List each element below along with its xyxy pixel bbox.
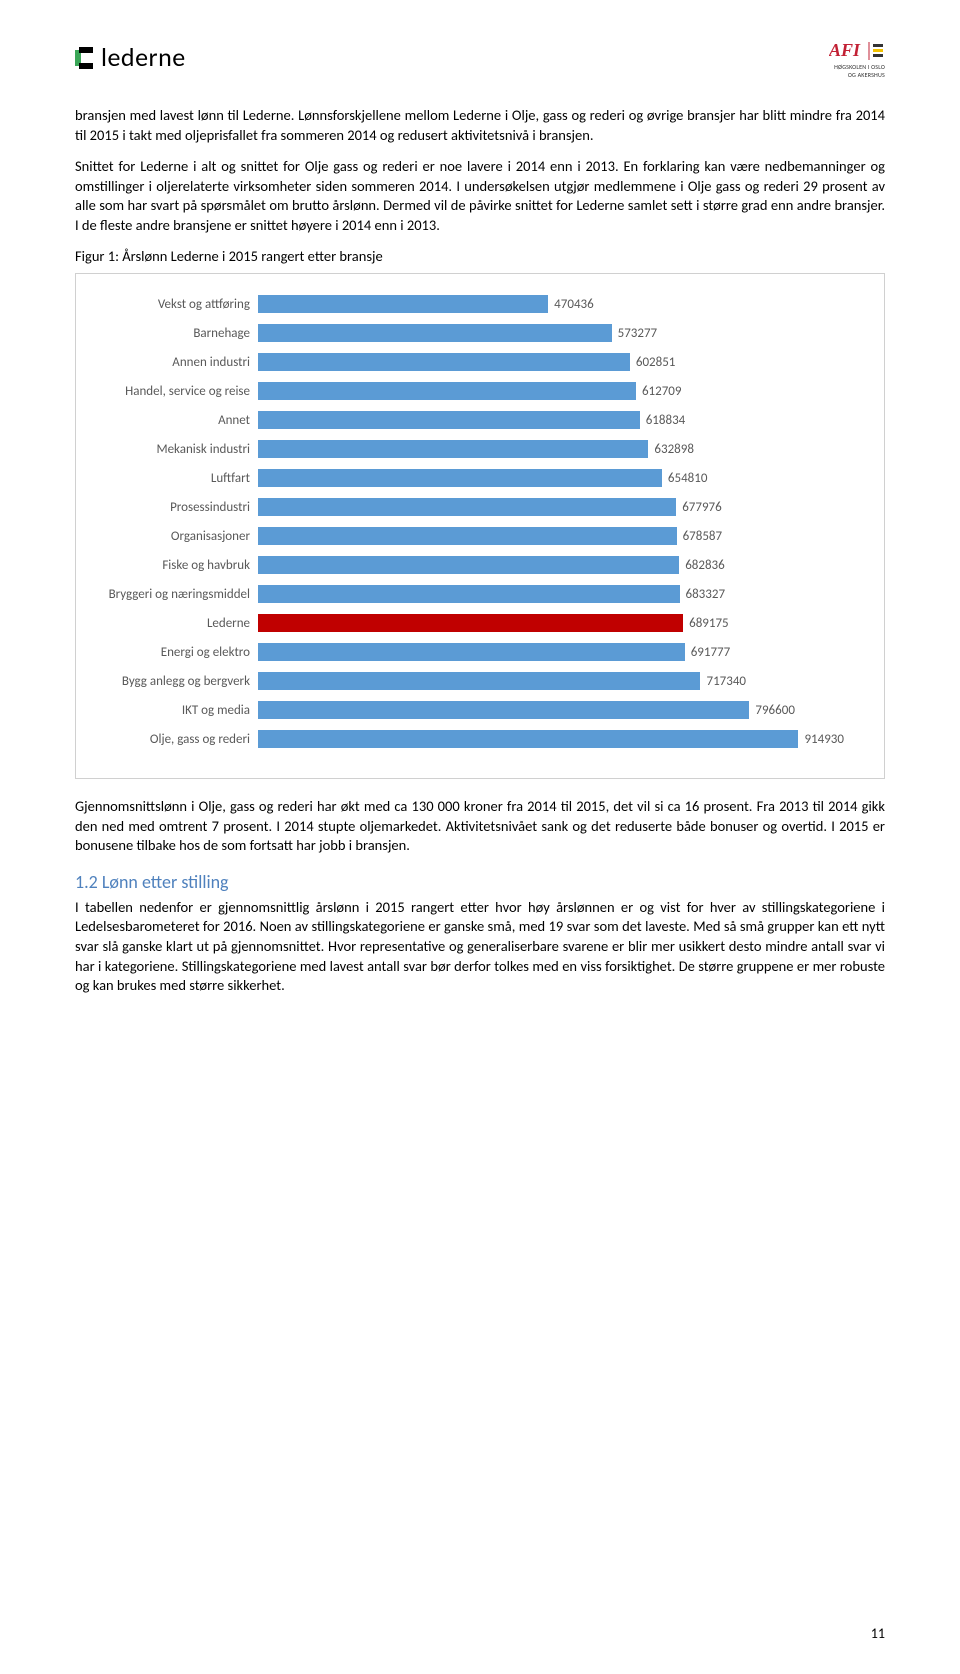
- salary-bar-chart: Vekst og attføring 470436 Barnehage 573277 A…: [75, 273, 885, 779]
- chart-row-label: Bryggeri og næringsmiddel: [88, 586, 258, 604]
- chart-bar-area: 470436: [258, 295, 844, 313]
- chart-bar: [258, 730, 798, 748]
- chart-row-label: Luftfart: [88, 470, 258, 488]
- chart-row-label: Bygg anlegg og bergverk: [88, 673, 258, 691]
- chart-row: Luftfart 654810: [88, 464, 844, 493]
- chart-row-label: Energi og elektro: [88, 644, 258, 662]
- chart-row: Annen industri 602851: [88, 348, 844, 377]
- chart-row-label: Barnehage: [88, 325, 258, 343]
- chart-row-label: Prosessindustri: [88, 499, 258, 517]
- chart-bar: [258, 643, 685, 661]
- chart-row-value: 632898: [648, 441, 694, 459]
- chart-row-label: Mekanisk industri: [88, 441, 258, 459]
- chart-bar-area: 654810: [258, 469, 844, 487]
- afi-logo-sub2: OG AKERSHUS: [829, 72, 885, 78]
- chart-bar: [258, 556, 679, 574]
- chart-row-value: 654810: [662, 470, 708, 488]
- chart-row-label: Handel, service og reise: [88, 383, 258, 401]
- chart-row: IKT og media 796600: [88, 696, 844, 725]
- chart-row: Lederne 689175: [88, 609, 844, 638]
- chart-row: Handel, service og reise 612709: [88, 377, 844, 406]
- chart-bar: [258, 585, 680, 603]
- lederne-logo: lederne: [75, 40, 186, 75]
- chart-bar-area: 618834: [258, 411, 844, 429]
- chart-row-label: Organisasjoner: [88, 528, 258, 546]
- chart-bar-area: 717340: [258, 672, 844, 690]
- chart-bar-area: 914930: [258, 730, 844, 748]
- chart-row-label: Fiske og havbruk: [88, 557, 258, 575]
- chart-bar: [258, 701, 749, 719]
- paragraph-1: bransjen med lavest lønn til Lederne. Lø…: [75, 106, 885, 145]
- chart-bar-area: 683327: [258, 585, 844, 603]
- paragraph-4: I tabellen nedenfor er gjennomsnittlig å…: [75, 898, 885, 996]
- chart-row: Vekst og attføring 470436: [88, 290, 844, 319]
- chart-bar-area: 612709: [258, 382, 844, 400]
- lederne-logo-text: lederne: [101, 40, 186, 75]
- chart-row-value: 682836: [679, 557, 725, 575]
- chart-row: Bryggeri og næringsmiddel 683327: [88, 580, 844, 609]
- chart-row: Barnehage 573277: [88, 319, 844, 348]
- chart-bar-area: 691777: [258, 643, 844, 661]
- chart-row: Annet 618834: [88, 406, 844, 435]
- chart-row: Organisasjoner 678587: [88, 522, 844, 551]
- chart-bar: [258, 353, 630, 371]
- chart-row-value: 914930: [798, 731, 844, 749]
- chart-bar: [258, 411, 640, 429]
- chart-row-value: 573277: [612, 325, 658, 343]
- chart-row: Mekanisk industri 632898: [88, 435, 844, 464]
- chart-row-value: 691777: [685, 644, 731, 662]
- afi-logo-sub1: HØGSKOLEN I OSLO: [829, 64, 885, 70]
- chart-row-label: Annet: [88, 412, 258, 430]
- chart-row-value: 618834: [640, 412, 686, 430]
- chart-bar-area: 678587: [258, 527, 844, 545]
- chart-row: Fiske og havbruk 682836: [88, 551, 844, 580]
- chart-bar: [258, 672, 700, 690]
- chart-bar-area: 602851: [258, 353, 844, 371]
- paragraph-2: Snittet for Lederne i alt og snittet for…: [75, 157, 885, 235]
- chart-bar: [258, 324, 612, 342]
- chart-row-value: 602851: [630, 354, 676, 372]
- chart-bar: [258, 527, 677, 545]
- chart-bar: [258, 382, 636, 400]
- paragraph-3: Gjennomsnittslønn i Olje, gass og rederi…: [75, 797, 885, 856]
- chart-row-value: 678587: [677, 528, 723, 546]
- chart-row: Bygg anlegg og bergverk 717340: [88, 667, 844, 696]
- chart-row-value: 717340: [700, 673, 746, 691]
- chart-row-value: 796600: [749, 702, 795, 720]
- chart-row: Olje, gass og rederi 914930: [88, 725, 844, 754]
- afi-logo: AFI HØGSKOLEN I OSLO OG AKERSHUS: [829, 40, 885, 78]
- figure-caption: Figur 1: Årslønn Lederne i 2015 rangert …: [75, 247, 885, 267]
- chart-row-label: Annen industri: [88, 354, 258, 372]
- chart-bar: [258, 469, 662, 487]
- svg-text:AFI: AFI: [829, 40, 861, 60]
- chart-bar: [258, 498, 676, 516]
- chart-row-label: IKT og media: [88, 702, 258, 720]
- section-heading-1-2: 1.2 Lønn etter stilling: [75, 870, 885, 894]
- chart-row-value: 677976: [676, 499, 722, 517]
- chart-row-label: Vekst og attføring: [88, 296, 258, 314]
- chart-bar-area: 796600: [258, 701, 844, 719]
- chart-bar-area: 573277: [258, 324, 844, 342]
- chart-row-value: 683327: [680, 586, 726, 604]
- chart-bar-area: 689175: [258, 614, 844, 632]
- chart-row-value: 612709: [636, 383, 682, 401]
- chart-row-value: 470436: [548, 296, 594, 314]
- chart-bar-area: 682836: [258, 556, 844, 574]
- chart-row-value: 689175: [683, 615, 729, 633]
- chart-row-label: Lederne: [88, 615, 258, 633]
- chart-bar-area: 632898: [258, 440, 844, 458]
- chart-row: Energi og elektro 691777: [88, 638, 844, 667]
- page-header: lederne AFI HØGSKOLEN I OSLO OG AKERSHUS: [75, 40, 885, 78]
- page-number: 11: [871, 1625, 885, 1644]
- chart-bar-area: 677976: [258, 498, 844, 516]
- chart-bar: [258, 440, 648, 458]
- chart-bar: [258, 614, 683, 632]
- document-page: lederne AFI HØGSKOLEN I OSLO OG AKERSHUS…: [0, 0, 960, 1674]
- chart-bar: [258, 295, 548, 313]
- chart-row-label: Olje, gass og rederi: [88, 731, 258, 749]
- chart-row: Prosessindustri 677976: [88, 493, 844, 522]
- lederne-logo-mark: [75, 47, 97, 69]
